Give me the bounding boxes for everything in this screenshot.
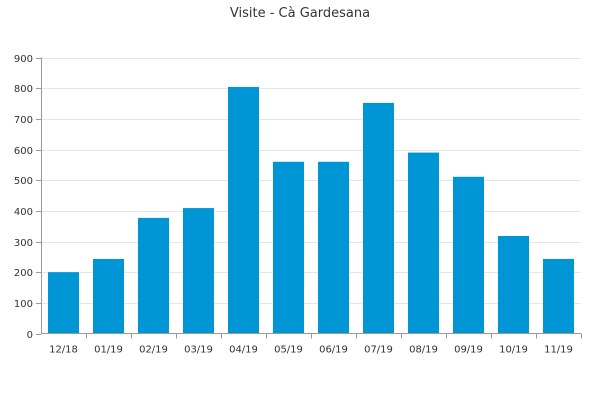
y-tick-label: 700: [14, 115, 33, 126]
x-tick-label: 12/18: [49, 345, 78, 356]
chart-title: Visite - Cà Gardesana: [230, 6, 370, 21]
bar: [453, 176, 484, 334]
bars-group: [48, 86, 574, 334]
y-tick-label: 500: [14, 176, 33, 187]
y-tick-label: 0: [27, 330, 33, 341]
grid-lines: [41, 58, 581, 304]
y-tick-label: 100: [14, 299, 33, 310]
x-tick-label: 05/19: [274, 345, 303, 356]
bar: [363, 102, 394, 334]
x-tick-label: 04/19: [229, 345, 258, 356]
bar: [543, 258, 574, 334]
bar: [183, 208, 214, 334]
x-tick-label: 02/19: [139, 345, 168, 356]
y-axis-ticks: 0 100 200 300 400 500 600 700 800 900: [14, 54, 41, 341]
y-tick-label: 400: [14, 207, 33, 218]
bar: [48, 272, 79, 334]
y-tick-label: 900: [14, 54, 33, 65]
bar: [498, 235, 529, 334]
x-tick-label: 01/19: [94, 345, 123, 356]
y-tick-label: 200: [14, 268, 33, 279]
bar: [138, 217, 169, 334]
x-axis-ticks: 12/18 01/19 02/19 03/19 04/19 05/19 06/19 07/19…: [49, 333, 582, 356]
bar: [93, 258, 124, 334]
bar: [318, 161, 349, 334]
y-tick-label: 600: [14, 146, 33, 157]
x-tick-label: 11/19: [544, 345, 573, 356]
x-tick-label: 06/19: [319, 345, 348, 356]
x-tick-label: 10/19: [499, 345, 528, 356]
bar: [273, 161, 304, 334]
x-tick-label: 03/19: [184, 345, 213, 356]
y-tick-label: 300: [14, 238, 33, 249]
bar: [228, 86, 259, 334]
y-tick-label: 800: [14, 84, 33, 95]
x-tick-label: 09/19: [454, 345, 483, 356]
bar: [408, 152, 439, 334]
x-tick-label: 07/19: [364, 345, 393, 356]
x-tick-label: 08/19: [409, 345, 438, 356]
